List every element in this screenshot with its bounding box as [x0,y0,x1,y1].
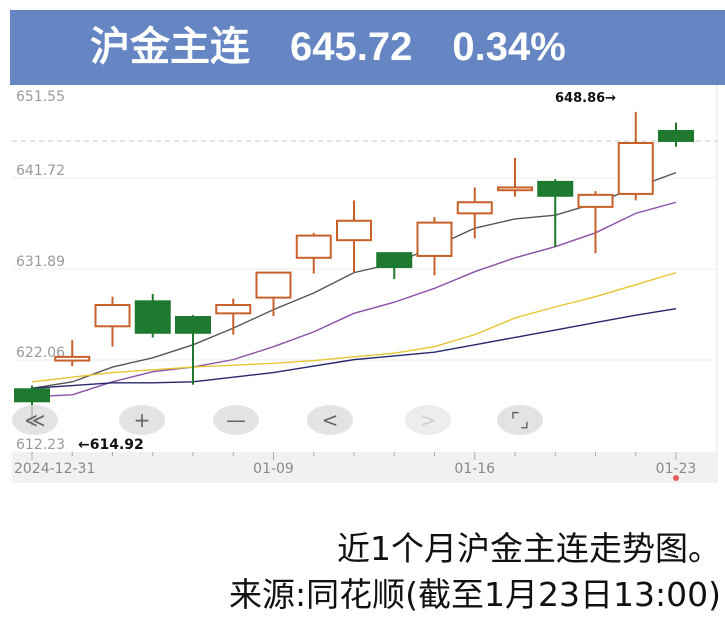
x-tick-label: 01-23 [656,461,697,477]
change-percent: 0.34% [452,25,566,69]
candle-body [134,300,171,334]
min-price-annotation: ←614.92 [78,437,144,453]
moving-average-line-4 [31,308,677,390]
x-axis-band [12,452,718,483]
x-tick-label: 2024-12-31 [14,461,95,477]
candle-body [94,304,131,328]
candle-01-13[interactable] [336,200,372,273]
last-price: 645.72 [290,25,413,69]
candle-01-17[interactable] [497,157,533,197]
candle-01-06[interactable] [134,293,171,338]
zoom-out-button[interactable]: — [213,405,259,435]
candlestick-chart[interactable]: 651.55 641.72 631.89 622.06 612.23 ≪ + — < > ⌜⌟ 648… [0,0,725,485]
zoom-in-button[interactable]: + [119,405,165,435]
button-background [119,405,165,435]
plus-icon: + [134,408,151,432]
candle-01-10[interactable] [295,232,332,274]
scroll-left-button[interactable]: < [307,405,353,435]
candle-body [336,219,372,242]
candle-body [215,304,252,315]
minus-icon: — [226,408,246,432]
candle-body [54,355,91,362]
candle-01-03[interactable] [94,296,131,347]
candle-01-22[interactable] [617,111,654,201]
y-tick-label: 622.06 [16,345,65,361]
y-tick-label: 612.23 [16,437,65,453]
candle-body [617,142,654,195]
x-tick-label: 01-09 [253,461,294,477]
candle-body [175,316,211,334]
candle-body [497,186,533,192]
candle-01-07[interactable] [175,315,211,385]
expand-icon: ⌜⌟ [511,408,530,432]
scroll-right-button[interactable]: > [405,405,451,435]
max-price-annotation: 648.86→ [555,91,616,106]
y-tick-label: 631.89 [16,254,65,270]
candle-01-16[interactable] [456,187,493,239]
chart-title-bar: 沪金主连 645.72 0.34% [10,10,725,85]
candle-body [416,221,453,257]
button-background [405,405,451,435]
caption-source: 来源:同花顺(截至1月23日13:00) [229,575,721,614]
candle-body [255,271,292,299]
candle-body [376,252,413,269]
candle-01-20[interactable] [537,179,574,247]
button-background [497,405,543,435]
candle-body [577,193,614,208]
moving-average-line-3 [31,271,677,383]
button-background [307,405,353,435]
candle-01-14[interactable] [376,252,413,280]
caption-title: 近1个月沪金主连走势图。 [337,529,721,568]
candle-body [537,180,574,197]
candle-01-09[interactable] [255,271,292,317]
chevron-left-icon: < [322,408,339,432]
candle-01-15[interactable] [416,217,453,276]
fullscreen-button[interactable]: ⌜⌟ [497,405,543,435]
candle-body [14,388,50,403]
latest-date-marker [673,475,679,481]
candle-01-23[interactable] [658,122,694,147]
instrument-name: 沪金主连 [90,25,250,69]
button-background [12,405,58,435]
candle-01-08[interactable] [215,298,252,335]
y-tick-label: 651.55 [16,89,65,105]
candle-body [456,201,493,215]
x-tick-label: 01-16 [454,461,495,477]
button-background [213,405,259,435]
chevron-right-icon: > [420,408,437,432]
moving-average-line-2 [31,201,677,398]
double-chevron-left-icon: ≪ [25,408,46,432]
candle-body [295,234,332,259]
candle-01-21[interactable] [577,191,614,254]
y-tick-label: 641.72 [16,163,65,179]
candle-body [658,129,694,142]
candle-01-02[interactable] [54,340,91,367]
scroll-to-start-button[interactable]: ≪ [12,405,58,435]
